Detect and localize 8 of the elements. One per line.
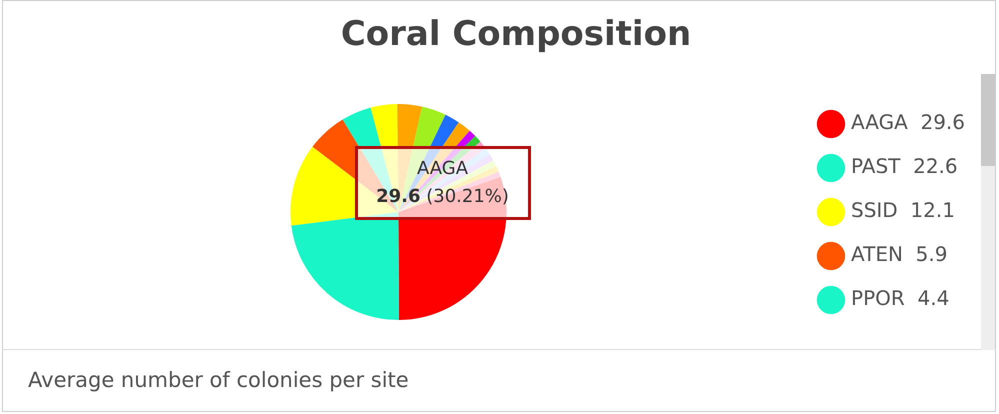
- text: Average number of colonies per site: [28, 368, 409, 392]
- chart-title: Coral Composition: [340, 14, 692, 54]
- text: AAGA 29.6 (30.21%): [376, 158, 509, 208]
- legend-label: PPOR 4.4: [851, 286, 950, 310]
- legend-label: ATEN 5.9: [851, 242, 948, 266]
- legend-label: AAGA 29.6: [851, 110, 966, 134]
- legend-label: PAST 22.6: [851, 154, 958, 178]
- legend-label: SSID 12.1: [851, 198, 955, 222]
